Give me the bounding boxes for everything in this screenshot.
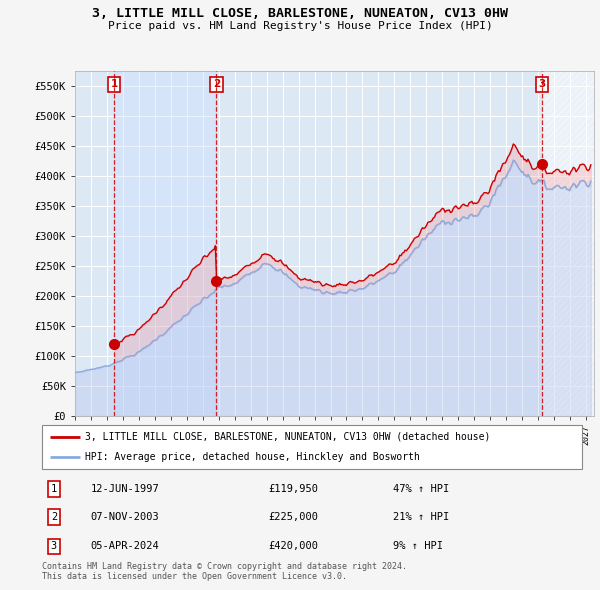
Text: 21% ↑ HPI: 21% ↑ HPI <box>393 512 449 522</box>
Bar <box>542 71 594 416</box>
Text: 07-NOV-2003: 07-NOV-2003 <box>91 512 160 522</box>
Text: 3: 3 <box>539 80 546 90</box>
Text: 1: 1 <box>51 484 57 494</box>
Text: £225,000: £225,000 <box>269 512 319 522</box>
Text: 3, LITTLE MILL CLOSE, BARLESTONE, NUNEATON, CV13 0HW (detached house): 3, LITTLE MILL CLOSE, BARLESTONE, NUNEAT… <box>85 432 491 442</box>
Text: 9% ↑ HPI: 9% ↑ HPI <box>393 542 443 552</box>
Text: 3, LITTLE MILL CLOSE, BARLESTONE, NUNEATON, CV13 0HW: 3, LITTLE MILL CLOSE, BARLESTONE, NUNEAT… <box>92 7 508 20</box>
Text: HPI: Average price, detached house, Hinckley and Bosworth: HPI: Average price, detached house, Hinc… <box>85 452 420 462</box>
Text: £420,000: £420,000 <box>269 542 319 552</box>
Text: 2: 2 <box>213 80 220 90</box>
Text: £119,950: £119,950 <box>269 484 319 494</box>
Text: 05-APR-2024: 05-APR-2024 <box>91 542 160 552</box>
Text: This data is licensed under the Open Government Licence v3.0.: This data is licensed under the Open Gov… <box>42 572 347 581</box>
Text: 1: 1 <box>110 80 118 90</box>
Text: 3: 3 <box>51 542 57 552</box>
Text: 47% ↑ HPI: 47% ↑ HPI <box>393 484 449 494</box>
Text: Contains HM Land Registry data © Crown copyright and database right 2024.: Contains HM Land Registry data © Crown c… <box>42 562 407 571</box>
Text: 2: 2 <box>51 512 57 522</box>
Text: Price paid vs. HM Land Registry's House Price Index (HPI): Price paid vs. HM Land Registry's House … <box>107 21 493 31</box>
Bar <box>114 71 217 416</box>
FancyBboxPatch shape <box>42 425 582 469</box>
Text: 12-JUN-1997: 12-JUN-1997 <box>91 484 160 494</box>
